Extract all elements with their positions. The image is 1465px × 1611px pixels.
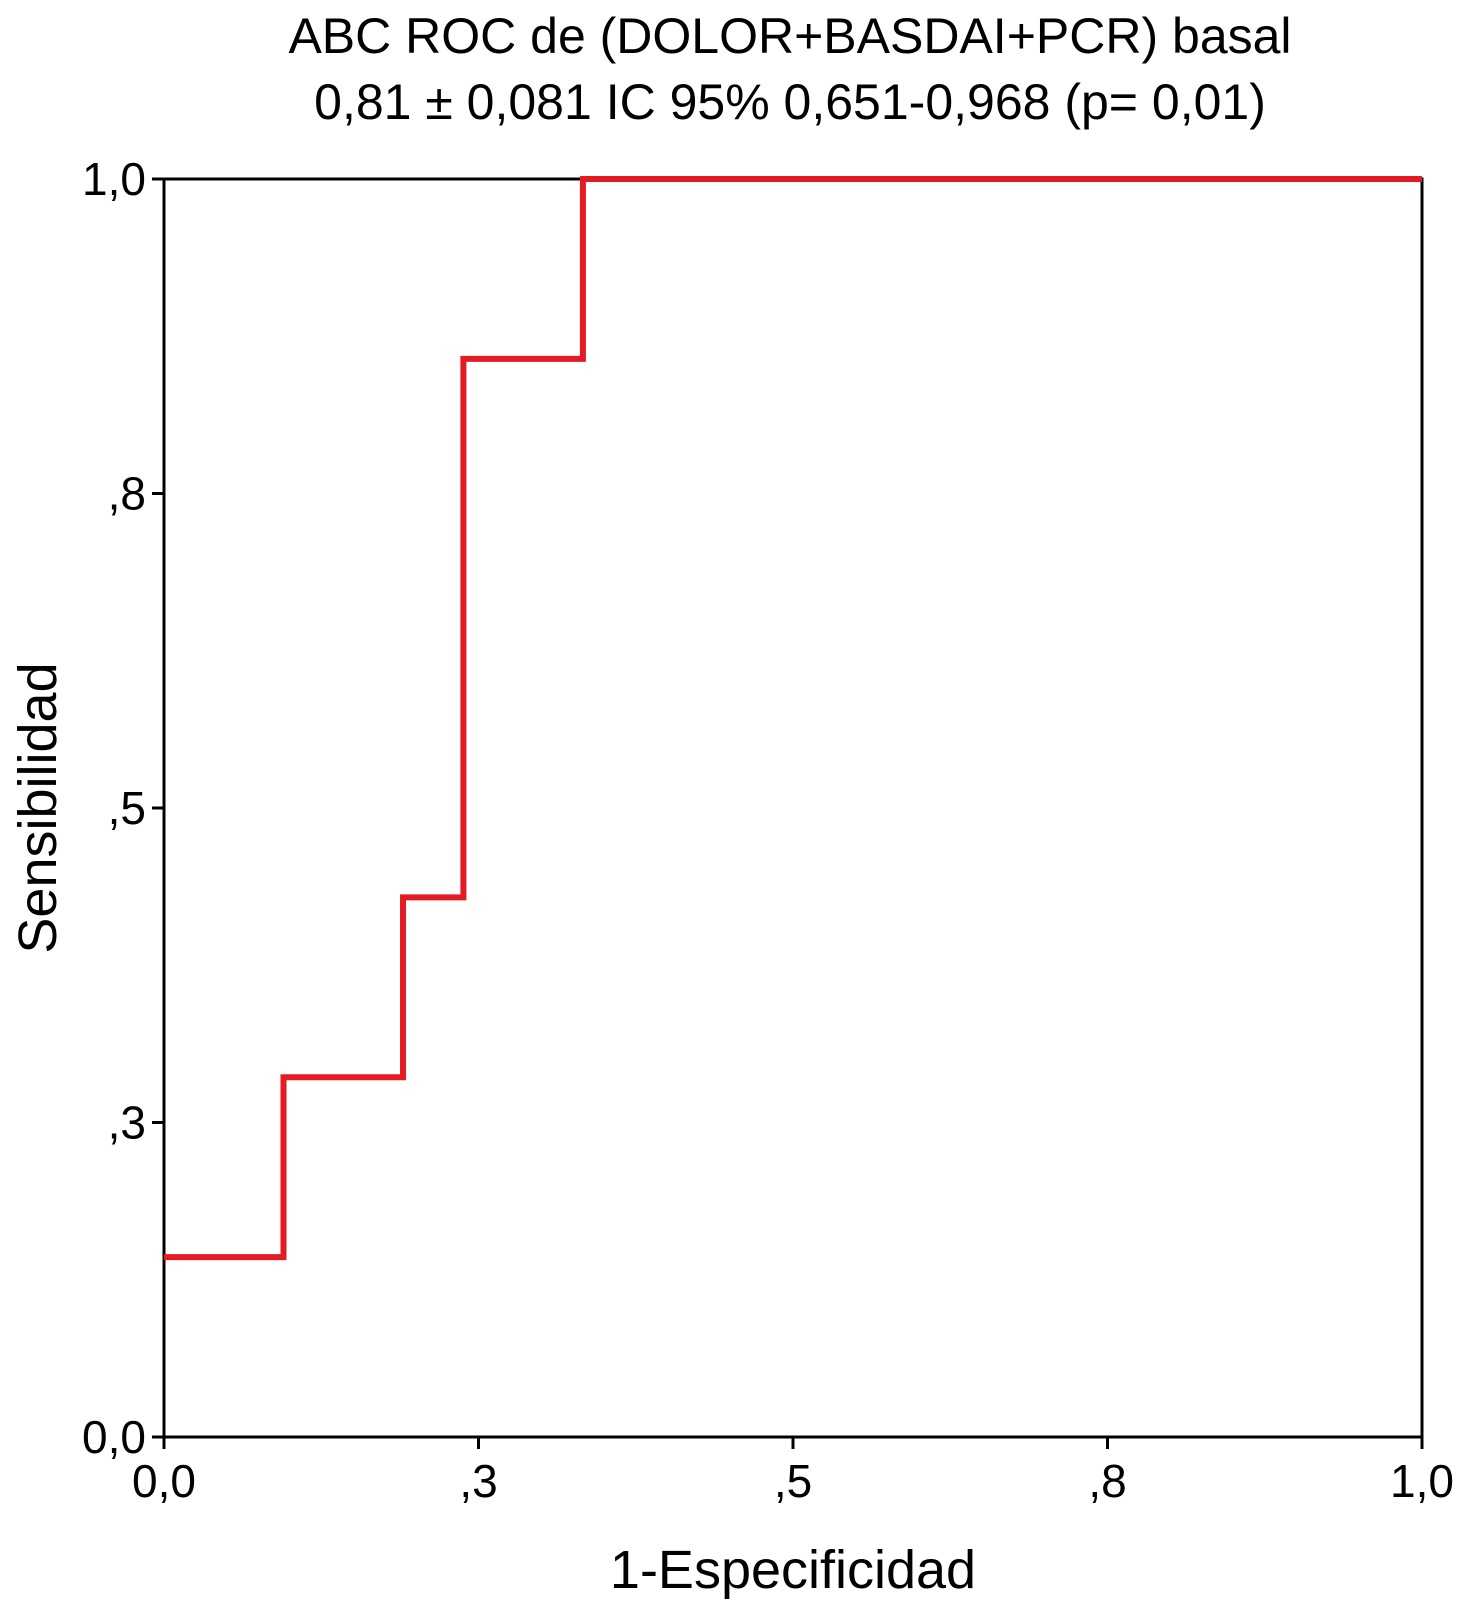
x-axis-ticks: 0,0 ,3 ,5 ,8 1,0 <box>132 1437 1454 1507</box>
x-tick-label: 1,0 <box>1390 1455 1454 1507</box>
y-tick-label: ,8 <box>108 468 146 520</box>
chart-subtitle: 0,81 ± 0,081 IC 95% 0,651-0,968 (p= 0,01… <box>314 74 1266 130</box>
y-axis-label: Sensibilidad <box>8 662 68 953</box>
y-tick-label: ,3 <box>108 1097 146 1149</box>
y-axis-ticks: 0,0 ,3 ,5 ,8 1,0 <box>82 153 164 1463</box>
y-tick-label: ,5 <box>108 782 146 834</box>
y-tick-label: 1,0 <box>82 153 146 205</box>
x-tick-label: 0,0 <box>132 1455 196 1507</box>
plot-area-frame <box>162 177 1424 1439</box>
roc-curve-line <box>164 176 1422 1261</box>
x-axis-label: 1-Especificidad <box>610 1540 976 1600</box>
chart-title: ABC ROC de (DOLOR+BASDAI+PCR) basal <box>288 8 1292 64</box>
x-tick-label: ,8 <box>1088 1455 1126 1507</box>
series-layer <box>164 176 1422 1261</box>
x-tick-label: ,5 <box>774 1455 812 1507</box>
y-tick-label: 0,0 <box>82 1411 146 1463</box>
x-tick-label: ,3 <box>459 1455 497 1507</box>
